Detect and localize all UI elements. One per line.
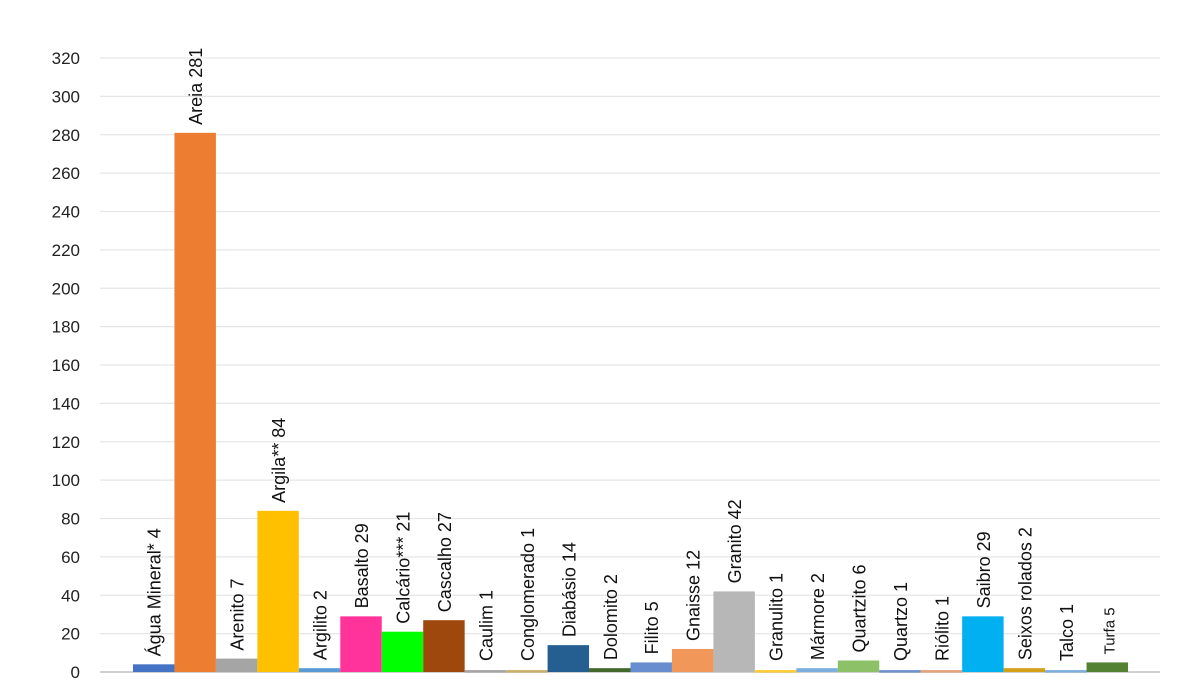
y-axis: 0 20 40 60 80 100 120 140 160 180 200 220 240 260 280 3… — [52, 49, 80, 682]
bar-14 — [713, 591, 755, 672]
bar-10 — [547, 645, 590, 672]
y-tick-label: 320 — [52, 49, 80, 68]
data-label: Riólito 1 — [932, 596, 952, 661]
data-label: Turfa 5 — [1101, 607, 1118, 654]
data-label: Conglomerado 1 — [518, 528, 538, 661]
data-label: Argila** 84 — [269, 418, 289, 503]
y-tick-label: 240 — [52, 203, 80, 222]
bar-2 — [215, 658, 258, 672]
bars — [133, 132, 1128, 673]
bar-12 — [630, 662, 672, 672]
y-tick-label: 120 — [52, 433, 80, 452]
bar-20 — [962, 616, 1004, 672]
data-label: Gnaisse 12 — [684, 550, 704, 641]
data-label: Quartzo 1 — [891, 582, 911, 661]
y-tick-label: 220 — [52, 241, 80, 260]
bar-19 — [920, 670, 963, 673]
data-label: Arenito 7 — [228, 579, 248, 651]
data-label: Água Mineral* 4 — [145, 528, 165, 656]
data-label: Caulim 1 — [476, 590, 496, 661]
data-label: Cascalho 27 — [435, 512, 455, 612]
bar-9 — [506, 670, 548, 673]
y-tick-label: 140 — [52, 394, 80, 413]
data-label: Mármore 2 — [808, 573, 828, 660]
bar-17 — [837, 660, 880, 672]
bar-11 — [589, 668, 631, 672]
bar-7 — [423, 620, 465, 672]
bar-18 — [879, 670, 921, 673]
y-tick-label: 80 — [61, 510, 80, 529]
bar-6 — [381, 631, 424, 672]
data-label: Basalto 29 — [352, 523, 372, 608]
bar-21 — [1003, 668, 1046, 672]
data-label: Areia 281 — [186, 48, 206, 125]
bar-5 — [340, 616, 382, 672]
data-label: Talco 1 — [1057, 604, 1077, 661]
data-labels: Água Mineral* 4 Areia 281 Arenito 7 Argila*… — [145, 48, 1119, 661]
y-tick-label: 0 — [71, 663, 80, 682]
bar-23 — [1086, 662, 1128, 672]
data-label: Quartzito 6 — [850, 564, 870, 652]
bar-16 — [796, 668, 838, 672]
y-tick-label: 300 — [52, 87, 80, 106]
y-tick-label: 280 — [52, 126, 80, 145]
data-label: Granulito 1 — [767, 573, 787, 661]
y-tick-label: 40 — [61, 586, 80, 605]
y-tick-label: 100 — [52, 471, 80, 490]
y-tick-label: 20 — [61, 625, 80, 644]
bar-13 — [671, 648, 714, 672]
data-label: Calcário*** 21 — [393, 512, 413, 624]
bar-4 — [298, 668, 341, 672]
gridlines — [100, 57, 1160, 673]
data-label: Saibro 29 — [974, 531, 994, 608]
data-label: Diabásio 14 — [559, 542, 579, 637]
y-tick-label: 60 — [61, 548, 80, 567]
data-label: Seixos rolados 2 — [1015, 527, 1035, 660]
bar-8 — [464, 670, 507, 673]
bar-3 — [257, 510, 299, 672]
data-label: Dolomito 2 — [601, 574, 621, 660]
y-tick-label: 180 — [52, 318, 80, 337]
y-tick-label: 260 — [52, 164, 80, 183]
bar-0 — [133, 664, 175, 672]
data-label: Argilito 2 — [311, 590, 331, 660]
data-label: Filito 5 — [642, 601, 662, 654]
bar-22 — [1045, 670, 1087, 673]
bar-15 — [754, 670, 797, 673]
y-tick-label: 160 — [52, 356, 80, 375]
data-label: Granito 42 — [725, 499, 745, 583]
y-tick-label: 200 — [52, 279, 80, 298]
bar-1 — [174, 132, 216, 673]
